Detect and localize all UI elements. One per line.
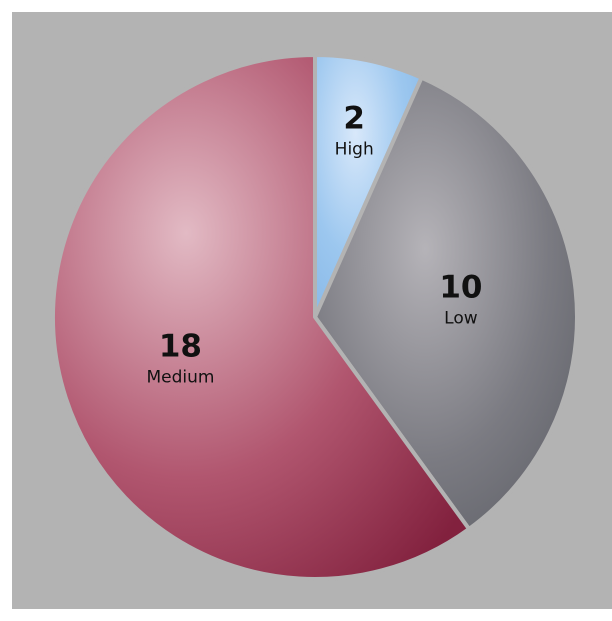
- slice-label-high: High: [335, 139, 374, 159]
- pie-slice-medium: [51, 53, 471, 581]
- chart-panel: 2 High 10 Low 18 Medium: [12, 12, 612, 609]
- pie-slice-low: [313, 75, 579, 531]
- slice-labels: 2 High 10 Low 18 Medium: [146, 100, 482, 387]
- pie-slices: [51, 53, 579, 581]
- slice-value-low: 10: [439, 270, 482, 306]
- slice-label-low: Low: [444, 309, 478, 329]
- pie-chart: 2 High 10 Low 18 Medium: [12, 12, 612, 609]
- slice-value-high: 2: [343, 100, 365, 136]
- slice-label-medium: Medium: [146, 368, 214, 388]
- pie-slice-high: [313, 53, 424, 319]
- slice-value-medium: 18: [159, 329, 202, 365]
